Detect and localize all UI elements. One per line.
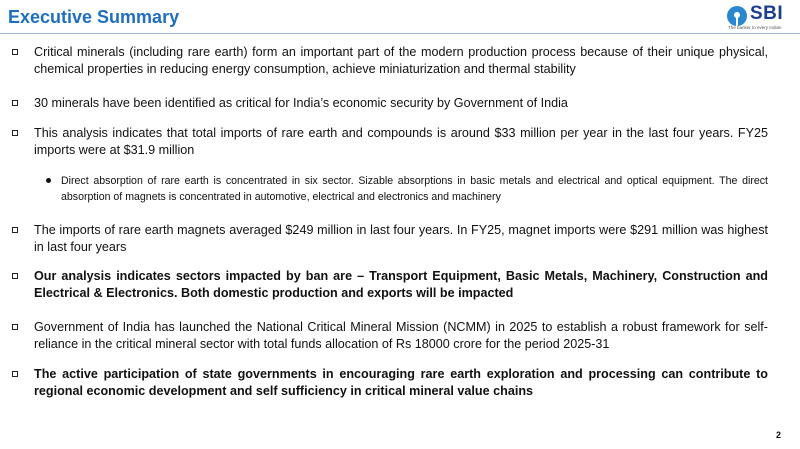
bullet-marker xyxy=(12,273,18,279)
sub-bullet-dot xyxy=(46,178,51,183)
logo-mark xyxy=(727,6,747,26)
slide-title: Executive Summary xyxy=(8,7,180,27)
bullet-marker xyxy=(12,49,18,55)
logo: SBI The banker to every Indian xyxy=(724,3,796,32)
bullet-text: Government of India has launched the Nat… xyxy=(34,320,768,351)
sub-bullet-text: Direct absorption of rare earth is conce… xyxy=(61,175,768,203)
bullet: The imports of rare earth magnets averag… xyxy=(12,222,768,256)
bullet-marker xyxy=(12,100,18,106)
bullet-marker xyxy=(12,227,18,233)
title-rule xyxy=(0,33,800,34)
bullet: Critical minerals (including rare earth)… xyxy=(12,44,768,78)
bullet-marker xyxy=(12,324,18,330)
bullet: Government of India has launched the Nat… xyxy=(12,319,768,353)
logo-tagline: The banker to every Indian xyxy=(728,25,782,30)
sub-bullet: Direct absorption of rare earth is conce… xyxy=(46,174,768,205)
bullet: Our analysis indicates sectors impacted … xyxy=(12,268,768,302)
bullet-text: The active participation of state govern… xyxy=(34,367,768,398)
logo-name: SBI xyxy=(750,3,784,24)
bullet-text: Our analysis indicates sectors impacted … xyxy=(34,269,768,300)
bullet-text: Critical minerals (including rare earth)… xyxy=(34,45,768,76)
bullet: The active participation of state govern… xyxy=(12,366,768,400)
bullet: 30 minerals have been identified as crit… xyxy=(12,95,768,112)
bullet-text: 30 minerals have been identified as crit… xyxy=(34,96,568,110)
bullet: This analysis indicates that total impor… xyxy=(12,125,768,159)
bullet-text: The imports of rare earth magnets averag… xyxy=(34,223,768,254)
bullet-marker xyxy=(12,130,18,136)
bullet-marker xyxy=(12,371,18,377)
bullet-text: This analysis indicates that total impor… xyxy=(34,126,768,157)
page-number: 2 xyxy=(776,430,782,440)
